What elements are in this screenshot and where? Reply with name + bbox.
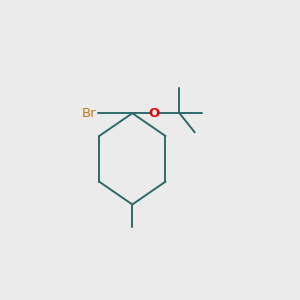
Text: O: O bbox=[149, 107, 160, 120]
Text: Br: Br bbox=[82, 107, 96, 120]
